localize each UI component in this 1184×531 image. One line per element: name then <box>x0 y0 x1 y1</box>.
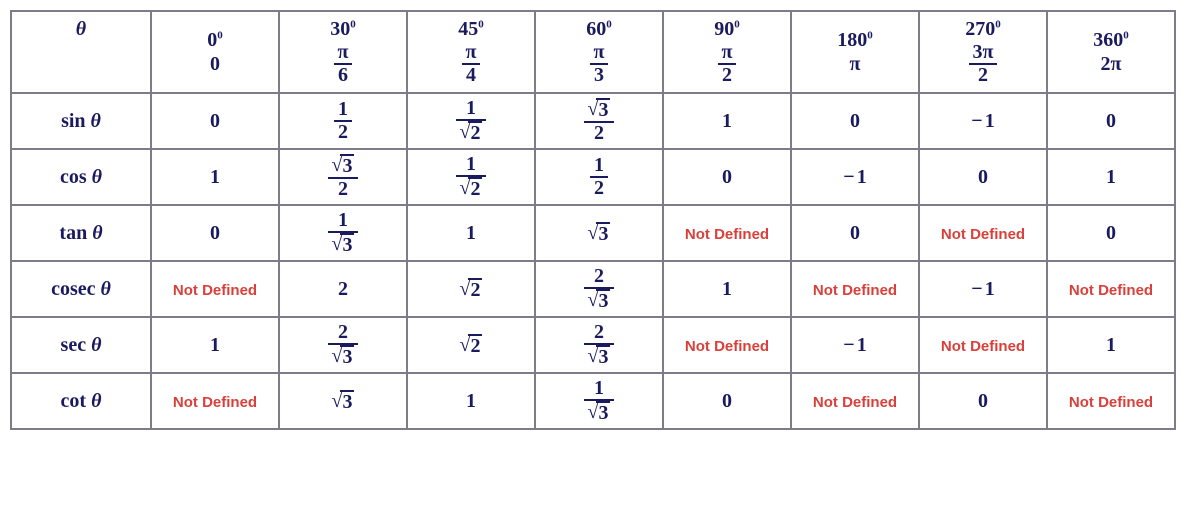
table-row: sin θ0121√2√3210−10 <box>11 93 1175 149</box>
value-cell: 0 <box>791 93 919 149</box>
value-cell: 1 <box>1047 317 1175 373</box>
value-cell: −1 <box>791 317 919 373</box>
column-header: 27003π2 <box>919 11 1047 93</box>
value-cell: 1 <box>663 261 791 317</box>
value-cell: √2 <box>407 317 535 373</box>
value-cell: 1 <box>407 205 535 261</box>
value-cell: 1 <box>151 149 279 205</box>
row-label: cosec θ <box>11 261 151 317</box>
value-cell: √3 <box>279 373 407 429</box>
value-cell: 2√3 <box>535 261 663 317</box>
value-cell: 1 <box>407 373 535 429</box>
value-cell: 1√2 <box>407 149 535 205</box>
value-cell: √3 <box>535 205 663 261</box>
value-cell: 1 <box>151 317 279 373</box>
not-defined-cell: Not Defined <box>663 205 791 261</box>
value-cell: 1 <box>1047 149 1175 205</box>
value-cell: √2 <box>407 261 535 317</box>
radian-label: π6 <box>282 42 404 86</box>
value-cell: 0 <box>663 373 791 429</box>
column-header: θ <box>11 11 151 93</box>
row-label: cos θ <box>11 149 151 205</box>
row-label: sec θ <box>11 317 151 373</box>
value-cell: 2 <box>279 261 407 317</box>
degree-label: 2700 <box>922 18 1044 40</box>
column-header: 300π6 <box>279 11 407 93</box>
not-defined-cell: Not Defined <box>1047 373 1175 429</box>
not-defined-cell: Not Defined <box>791 261 919 317</box>
row-label: cot θ <box>11 373 151 429</box>
value-cell: √32 <box>535 93 663 149</box>
not-defined-cell: Not Defined <box>151 373 279 429</box>
table-row: sec θ12√3√22√3Not Defined−1Not Defined1 <box>11 317 1175 373</box>
not-defined-cell: Not Defined <box>919 205 1047 261</box>
degree-label: 1800 <box>794 29 916 51</box>
table-row: tan θ01√31√3Not Defined0Not Defined0 <box>11 205 1175 261</box>
theta-symbol: θ <box>76 18 86 40</box>
value-cell: −1 <box>919 261 1047 317</box>
radian-label: 3π2 <box>922 42 1044 86</box>
value-cell: 12 <box>535 149 663 205</box>
table-row: cosec θNot Defined2√22√31Not Defined−1No… <box>11 261 1175 317</box>
value-cell: 0 <box>663 149 791 205</box>
degree-label: 600 <box>538 18 660 40</box>
value-cell: 1 <box>663 93 791 149</box>
radian-label: π2 <box>666 42 788 86</box>
degree-label: 3600 <box>1050 29 1172 51</box>
value-cell: 0 <box>1047 93 1175 149</box>
not-defined-cell: Not Defined <box>919 317 1047 373</box>
degree-label: 450 <box>410 18 532 40</box>
degree-label: 300 <box>282 18 404 40</box>
not-defined-cell: Not Defined <box>151 261 279 317</box>
column-header: 450π4 <box>407 11 535 93</box>
radian-label: π <box>794 53 916 75</box>
value-cell: −1 <box>919 93 1047 149</box>
value-cell: 0 <box>151 205 279 261</box>
table-header-row: θ000300π6450π4600π3900π21800π27003π23600… <box>11 11 1175 93</box>
value-cell: 1√3 <box>279 205 407 261</box>
value-cell: 0 <box>791 205 919 261</box>
radian-label: π3 <box>538 42 660 86</box>
trig-values-table: θ000300π6450π4600π3900π21800π27003π23600… <box>10 10 1176 430</box>
column-header: 36002π <box>1047 11 1175 93</box>
not-defined-cell: Not Defined <box>791 373 919 429</box>
column-header: 1800π <box>791 11 919 93</box>
radian-label: 0 <box>154 53 276 75</box>
table-row: cot θNot Defined√311√30Not Defined0Not D… <box>11 373 1175 429</box>
value-cell: 0 <box>919 373 1047 429</box>
value-cell: 2√3 <box>279 317 407 373</box>
value-cell: 1√3 <box>535 373 663 429</box>
value-cell: √32 <box>279 149 407 205</box>
value-cell: 2√3 <box>535 317 663 373</box>
value-cell: 12 <box>279 93 407 149</box>
not-defined-cell: Not Defined <box>1047 261 1175 317</box>
radian-label: π4 <box>410 42 532 86</box>
value-cell: 1√2 <box>407 93 535 149</box>
radian-label: 2π <box>1050 53 1172 75</box>
value-cell: 0 <box>919 149 1047 205</box>
value-cell: −1 <box>791 149 919 205</box>
value-cell: 0 <box>151 93 279 149</box>
row-label: sin θ <box>11 93 151 149</box>
table-row: cos θ1√321√2120−101 <box>11 149 1175 205</box>
column-header: 900π2 <box>663 11 791 93</box>
column-header: 000 <box>151 11 279 93</box>
column-header: 600π3 <box>535 11 663 93</box>
value-cell: 0 <box>1047 205 1175 261</box>
row-label: tan θ <box>11 205 151 261</box>
degree-label: 900 <box>666 18 788 40</box>
not-defined-cell: Not Defined <box>663 317 791 373</box>
degree-label: 00 <box>154 29 276 51</box>
